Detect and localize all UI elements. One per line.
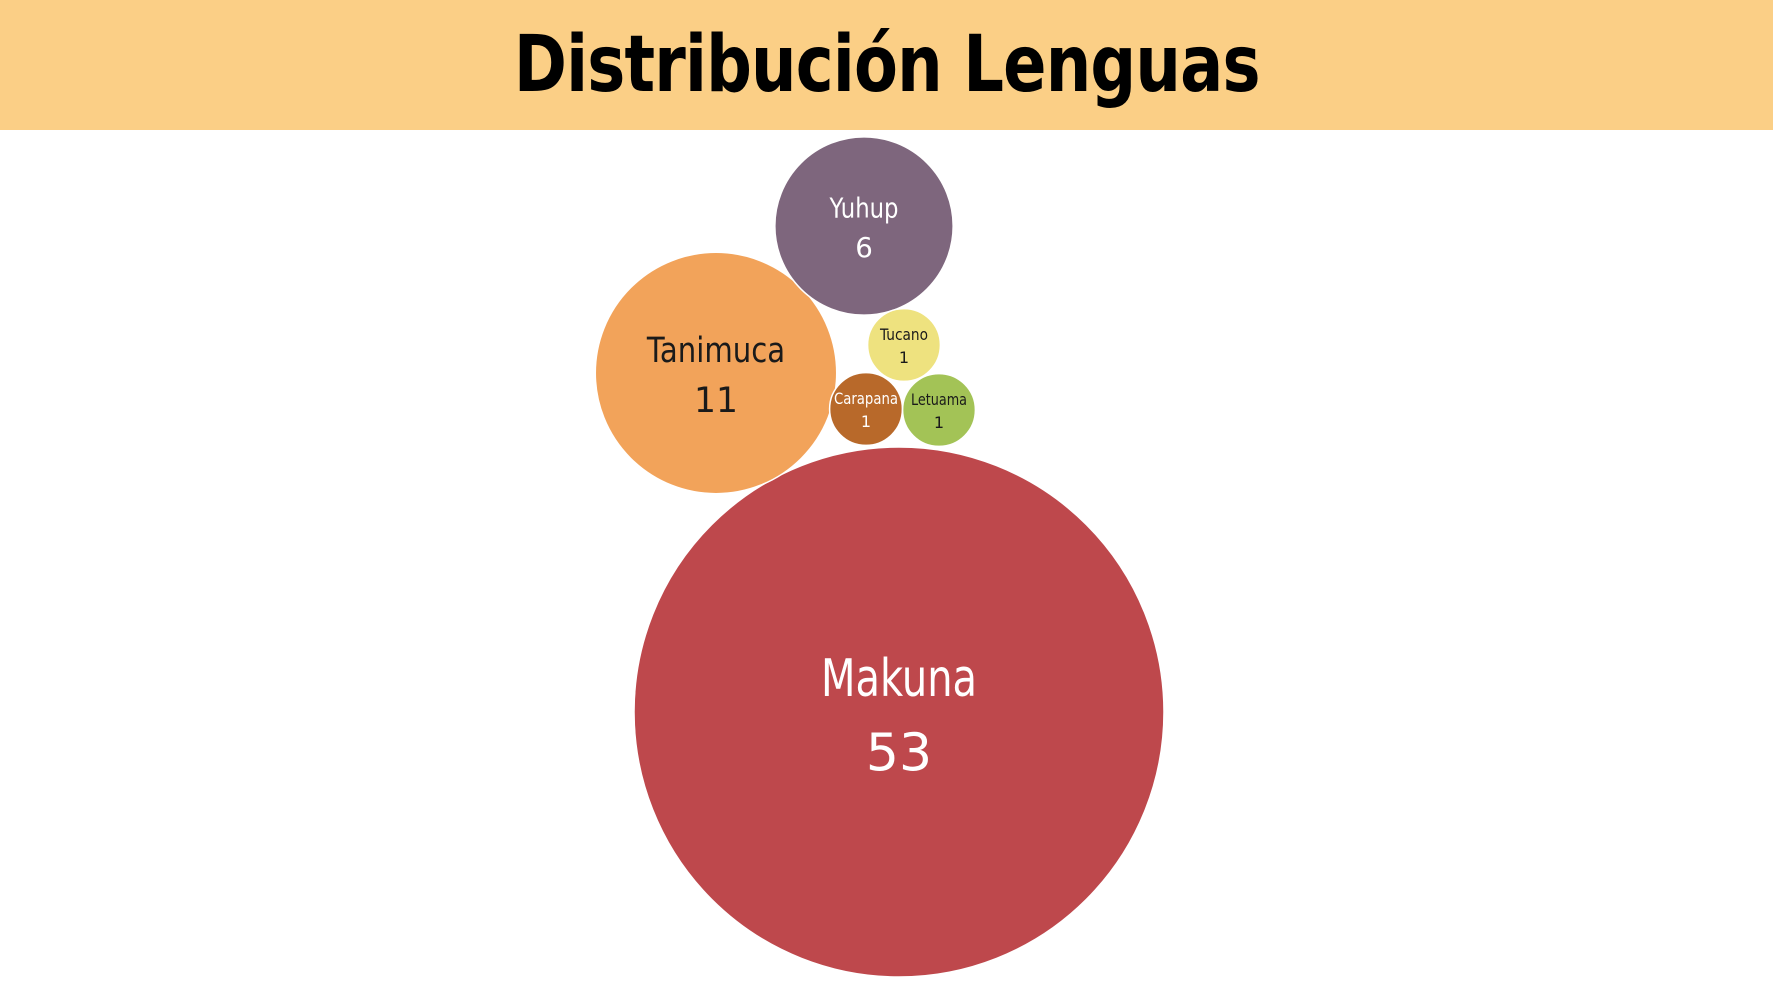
bubble-tanimuca: Tanimuca 11 xyxy=(594,251,838,495)
bubble-letuama: Letuama 1 xyxy=(901,372,977,448)
bubble-tucano: Tucano 1 xyxy=(866,307,942,383)
bubble-value-tucano: 1 xyxy=(899,348,909,367)
bubble-value-carapana: 1 xyxy=(861,412,871,431)
bubble-label-yuhup: Yuhup xyxy=(829,191,899,224)
bubble-label-makuna: Makuna xyxy=(821,649,977,709)
bubble-value-letuama: 1 xyxy=(934,413,944,432)
bubble-carapana: Carapana 1 xyxy=(828,371,904,447)
bubble-label-tanimuca: Tanimuca xyxy=(646,331,785,371)
bubble-value-tanimuca: 11 xyxy=(694,381,738,421)
title-band: Distribución Lenguas xyxy=(0,0,1773,130)
bubble-value-makuna: 53 xyxy=(866,724,932,784)
bubble-makuna: Makuna 53 xyxy=(633,446,1165,978)
bubble-circle-tucano xyxy=(866,307,942,383)
bubble-yuhup: Yuhup 6 xyxy=(774,136,954,316)
bubble-circle-letuama xyxy=(901,372,977,448)
bubble-label-tucano: Tucano xyxy=(879,325,928,344)
bubble-circle-makuna xyxy=(633,446,1165,978)
bubble-circle-carapana xyxy=(828,371,904,447)
bubble-label-letuama: Letuama xyxy=(911,390,967,409)
page-title: Distribución Lenguas xyxy=(513,20,1261,110)
bubble-circle-tanimuca xyxy=(594,251,838,495)
bubble-circle-yuhup xyxy=(774,136,954,316)
bubble-label-carapana: Carapana xyxy=(834,389,898,408)
bubble-value-yuhup: 6 xyxy=(855,231,873,264)
